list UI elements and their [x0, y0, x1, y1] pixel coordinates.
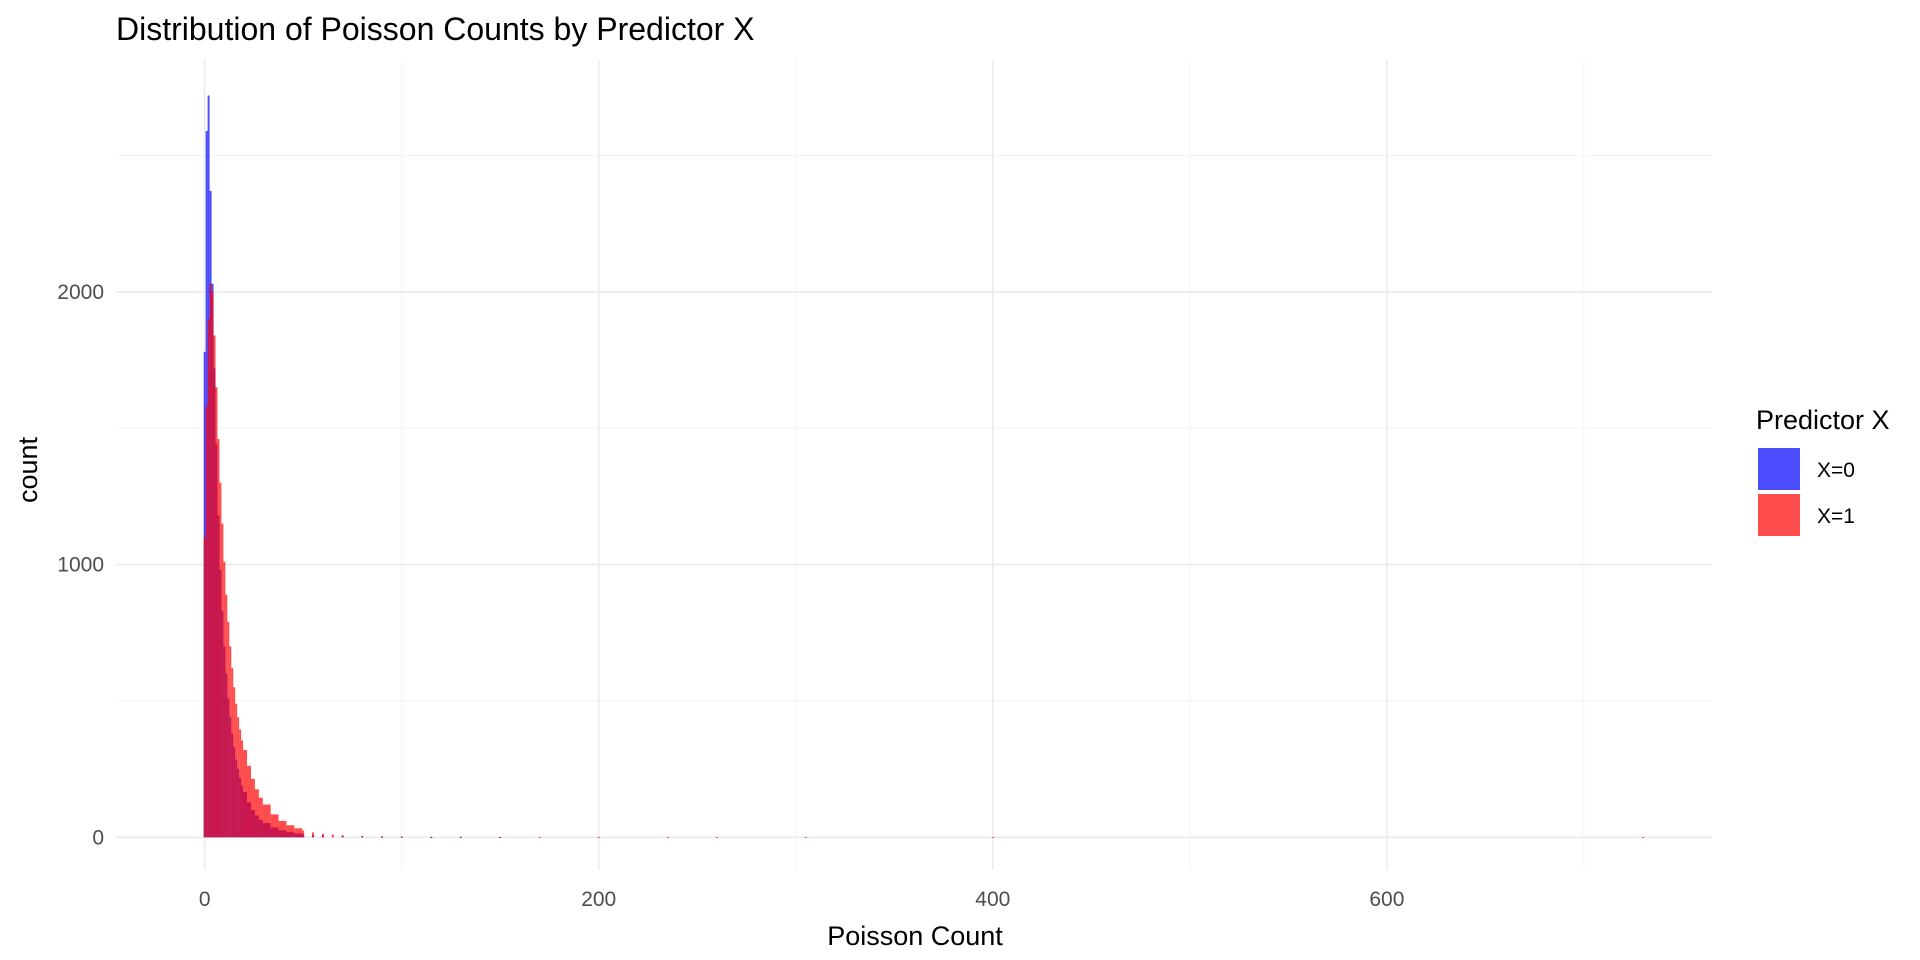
- histogram-bar: [381, 836, 383, 838]
- histogram-bar: [225, 594, 228, 838]
- histogram-bar: [229, 646, 232, 838]
- histogram-bar: [207, 319, 210, 838]
- histogram-bar: [804, 837, 807, 838]
- histogram-bar: [1642, 837, 1645, 838]
- y-axis-ticks: 0 1000 2000: [57, 281, 104, 849]
- histogram-bar: [217, 439, 220, 838]
- histogram-bar: [538, 837, 541, 838]
- histogram-bar: [715, 837, 718, 838]
- histogram-bar: [243, 750, 248, 838]
- y-axis-title: count: [13, 436, 43, 503]
- plot-area: 0 200 400 600 0 1000 2000: [57, 60, 1712, 911]
- y-tick-label: 2000: [57, 281, 104, 304]
- histogram-bar: [341, 835, 344, 838]
- x-tick-label: 200: [581, 888, 616, 911]
- x-axis-title: Poisson Count: [827, 921, 1003, 951]
- histogram-bar: [286, 825, 295, 838]
- histogram-bar: [239, 729, 242, 838]
- legend-title: Predictor X: [1756, 405, 1890, 435]
- y-tick-label: 0: [92, 826, 104, 849]
- histogram-bar: [312, 832, 315, 838]
- histogram-bar: [666, 837, 669, 838]
- histogram-bar: [215, 387, 218, 838]
- histogram-bar: [205, 406, 208, 838]
- histogram-bar: [209, 283, 212, 838]
- grid-lines: [116, 60, 1712, 870]
- histogram-bar: [597, 837, 600, 838]
- series-x1: [203, 283, 1645, 838]
- histogram-bar: [247, 765, 251, 838]
- histogram-bar: [211, 291, 214, 838]
- histogram-bar: [233, 687, 236, 838]
- series-x0: [203, 95, 502, 838]
- legend-label-x0: X=0: [1817, 459, 1855, 482]
- histogram-bar: [203, 537, 206, 838]
- histogram-bar: [302, 830, 305, 838]
- histogram-bar: [250, 778, 255, 838]
- histogram-bar: [262, 804, 271, 838]
- legend-label-x1: X=1: [1817, 505, 1855, 528]
- histogram-bar: [991, 837, 994, 838]
- legend-swatch-x1: [1758, 494, 1800, 536]
- x-tick-label: 400: [975, 888, 1010, 911]
- histogram-bar: [361, 835, 364, 838]
- histogram-bar: [219, 482, 222, 838]
- histogram-bar: [294, 828, 303, 838]
- x-tick-label: 0: [199, 888, 211, 911]
- histogram-bar: [258, 797, 263, 838]
- histogram-bar: [278, 820, 287, 838]
- chart-title: Distribution of Poisson Counts by Predic…: [116, 11, 755, 47]
- x-axis-ticks: 0 200 400 600: [199, 888, 1405, 911]
- histogram-bar: [321, 833, 324, 838]
- histogram-bar: [223, 561, 226, 838]
- histogram-bar: [221, 523, 224, 838]
- histogram-bar: [430, 836, 433, 838]
- histogram-bar: [254, 789, 259, 838]
- histogram-bar: [235, 703, 238, 838]
- histogram-bar: [213, 335, 216, 838]
- x-tick-label: 600: [1369, 888, 1404, 911]
- histogram-bar: [241, 740, 244, 838]
- histogram-bar: [459, 836, 462, 838]
- legend-swatch-x0: [1758, 448, 1800, 490]
- histogram-bar: [499, 837, 502, 838]
- histogram-bar: [331, 834, 334, 838]
- histogram-bar: [231, 668, 234, 838]
- histogram-bar: [270, 814, 279, 838]
- y-tick-label: 1000: [57, 554, 104, 577]
- legend: Predictor X X=0 X=1: [1756, 405, 1890, 536]
- bars: [203, 95, 1645, 838]
- histogram-bar: [400, 836, 403, 838]
- histogram-bar: [237, 717, 240, 838]
- histogram-bar: [227, 621, 230, 838]
